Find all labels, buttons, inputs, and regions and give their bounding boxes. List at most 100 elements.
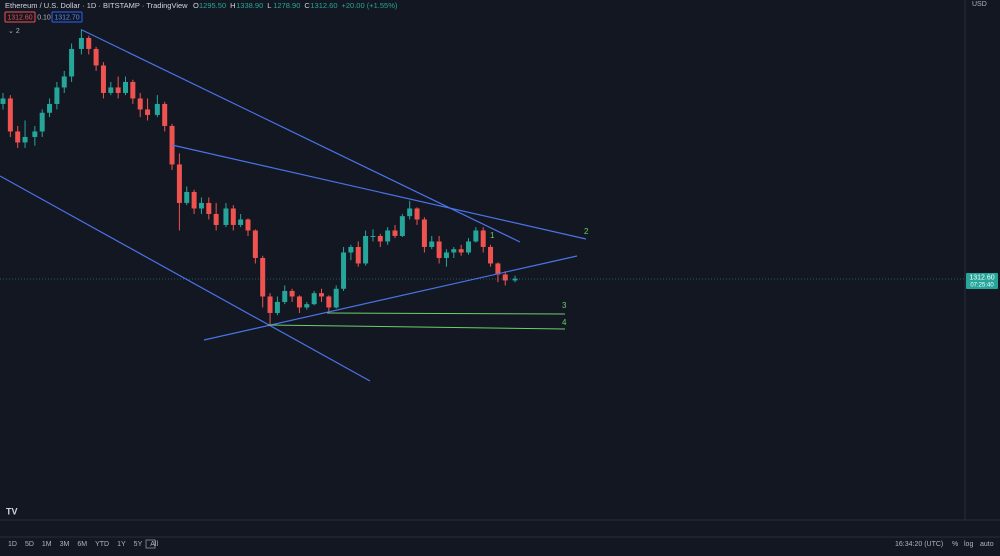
candle-body xyxy=(333,288,339,308)
ohlc-legend: O 1295.50 H 1338.90 L 1278.90 C 1312.60 +20.00 (… xyxy=(193,1,398,10)
candle-body xyxy=(22,136,28,143)
interval: 1D xyxy=(87,1,97,10)
candle-body xyxy=(0,98,6,104)
scale-option[interactable]: % xyxy=(952,541,958,548)
range-button[interactable]: 5Y xyxy=(134,541,143,548)
scale-option[interactable]: log xyxy=(964,541,973,548)
candle-body xyxy=(407,208,413,217)
candle-body xyxy=(176,164,182,203)
candle-body xyxy=(252,230,258,258)
clock: 16:34:20 (UTC) xyxy=(895,541,943,548)
candle-body xyxy=(69,48,75,77)
candle-body xyxy=(363,235,369,264)
candle-body xyxy=(355,246,361,264)
range-button[interactable]: 1M xyxy=(42,541,52,548)
ask[interactable]: 1312.70 xyxy=(54,14,79,21)
candle-body xyxy=(78,37,84,49)
candle-body xyxy=(162,103,168,126)
candle-body xyxy=(392,230,398,236)
candle-body xyxy=(267,296,273,313)
range-button[interactable]: YTD xyxy=(95,541,109,548)
ohlc-value: 1278.90 xyxy=(273,1,300,10)
candle-body xyxy=(377,235,383,242)
date-range-icon[interactable] xyxy=(145,539,156,549)
drawing-label: 1 xyxy=(490,231,495,240)
candle-body xyxy=(488,246,494,264)
candle-body xyxy=(154,103,160,115)
candle-body xyxy=(502,274,508,281)
candle-body xyxy=(137,98,143,110)
candle-body xyxy=(385,230,391,242)
candle-body xyxy=(213,213,219,225)
drawing-label: 3 xyxy=(562,301,567,310)
candle-body xyxy=(466,241,471,253)
ohlc-key: H xyxy=(230,1,235,10)
candle-body xyxy=(399,216,405,236)
indicator-count: 2 xyxy=(16,28,20,35)
candle-body xyxy=(130,81,136,99)
candle-body xyxy=(198,202,204,209)
range-button[interactable]: 1D xyxy=(8,541,17,548)
candle-body xyxy=(289,290,295,297)
drawing-label: 4 xyxy=(562,318,567,327)
candle-body xyxy=(443,252,449,258)
candle-body xyxy=(206,202,212,214)
source: TradingView xyxy=(146,1,188,10)
legend-symbol: Ethereum / U.S. Dollar · 1D · BITSTAMP ·… xyxy=(5,1,188,10)
range-button[interactable]: 5D xyxy=(25,541,34,548)
candle-body xyxy=(54,87,60,104)
bid-box[interactable] xyxy=(4,11,36,23)
candle-body xyxy=(145,109,151,115)
candle-body xyxy=(341,252,347,289)
spread: 0.10 xyxy=(37,14,51,21)
candle-body xyxy=(296,296,302,308)
candle-body xyxy=(39,112,45,132)
ohlc-key: O xyxy=(193,1,199,10)
candle-body xyxy=(436,241,442,258)
range-button[interactable]: 3M xyxy=(60,541,70,548)
candle-body xyxy=(473,230,479,242)
candle-body xyxy=(7,98,13,132)
candle-body xyxy=(47,103,53,113)
ask-box[interactable] xyxy=(51,11,83,23)
candle-body xyxy=(184,191,190,203)
candle-body xyxy=(115,87,121,93)
candle-body xyxy=(230,208,236,225)
candle-body xyxy=(223,208,229,225)
candle-body xyxy=(86,37,92,49)
range-button[interactable]: All xyxy=(150,541,158,548)
candle-body xyxy=(238,219,244,225)
candle-body xyxy=(61,76,67,88)
axis-unit: USD xyxy=(972,1,987,8)
bid[interactable]: 1312.60 xyxy=(7,14,32,21)
indicators-toggle[interactable]: ⌄ 2 xyxy=(8,28,20,35)
range-button[interactable]: 1Y xyxy=(117,541,126,548)
price-label-box xyxy=(966,273,998,289)
candle-body xyxy=(15,131,21,143)
candle-body xyxy=(370,235,376,237)
ohlc-value: 1312.60 xyxy=(310,1,337,10)
exchange: BITSTAMP xyxy=(103,1,140,10)
logo[interactable]: TV xyxy=(6,506,18,516)
candle-body xyxy=(348,246,354,253)
candle-body xyxy=(421,219,427,247)
candle-body xyxy=(512,278,518,281)
scale-option[interactable]: auto xyxy=(980,541,994,548)
candle-body xyxy=(458,249,464,253)
trend-line xyxy=(171,144,587,240)
candle-body xyxy=(414,208,420,220)
candle-body xyxy=(429,241,435,247)
candle-body xyxy=(100,65,106,93)
candle-body xyxy=(480,230,486,247)
support-line xyxy=(326,312,566,315)
support-line xyxy=(267,324,566,330)
candle-body xyxy=(274,301,280,313)
candle-body xyxy=(93,48,99,66)
range-button[interactable]: 6M xyxy=(77,541,87,548)
candle-body xyxy=(319,293,324,297)
candle-body xyxy=(260,257,266,297)
candle-body xyxy=(495,263,501,275)
ohlc-value: 1338.90 xyxy=(236,1,263,10)
